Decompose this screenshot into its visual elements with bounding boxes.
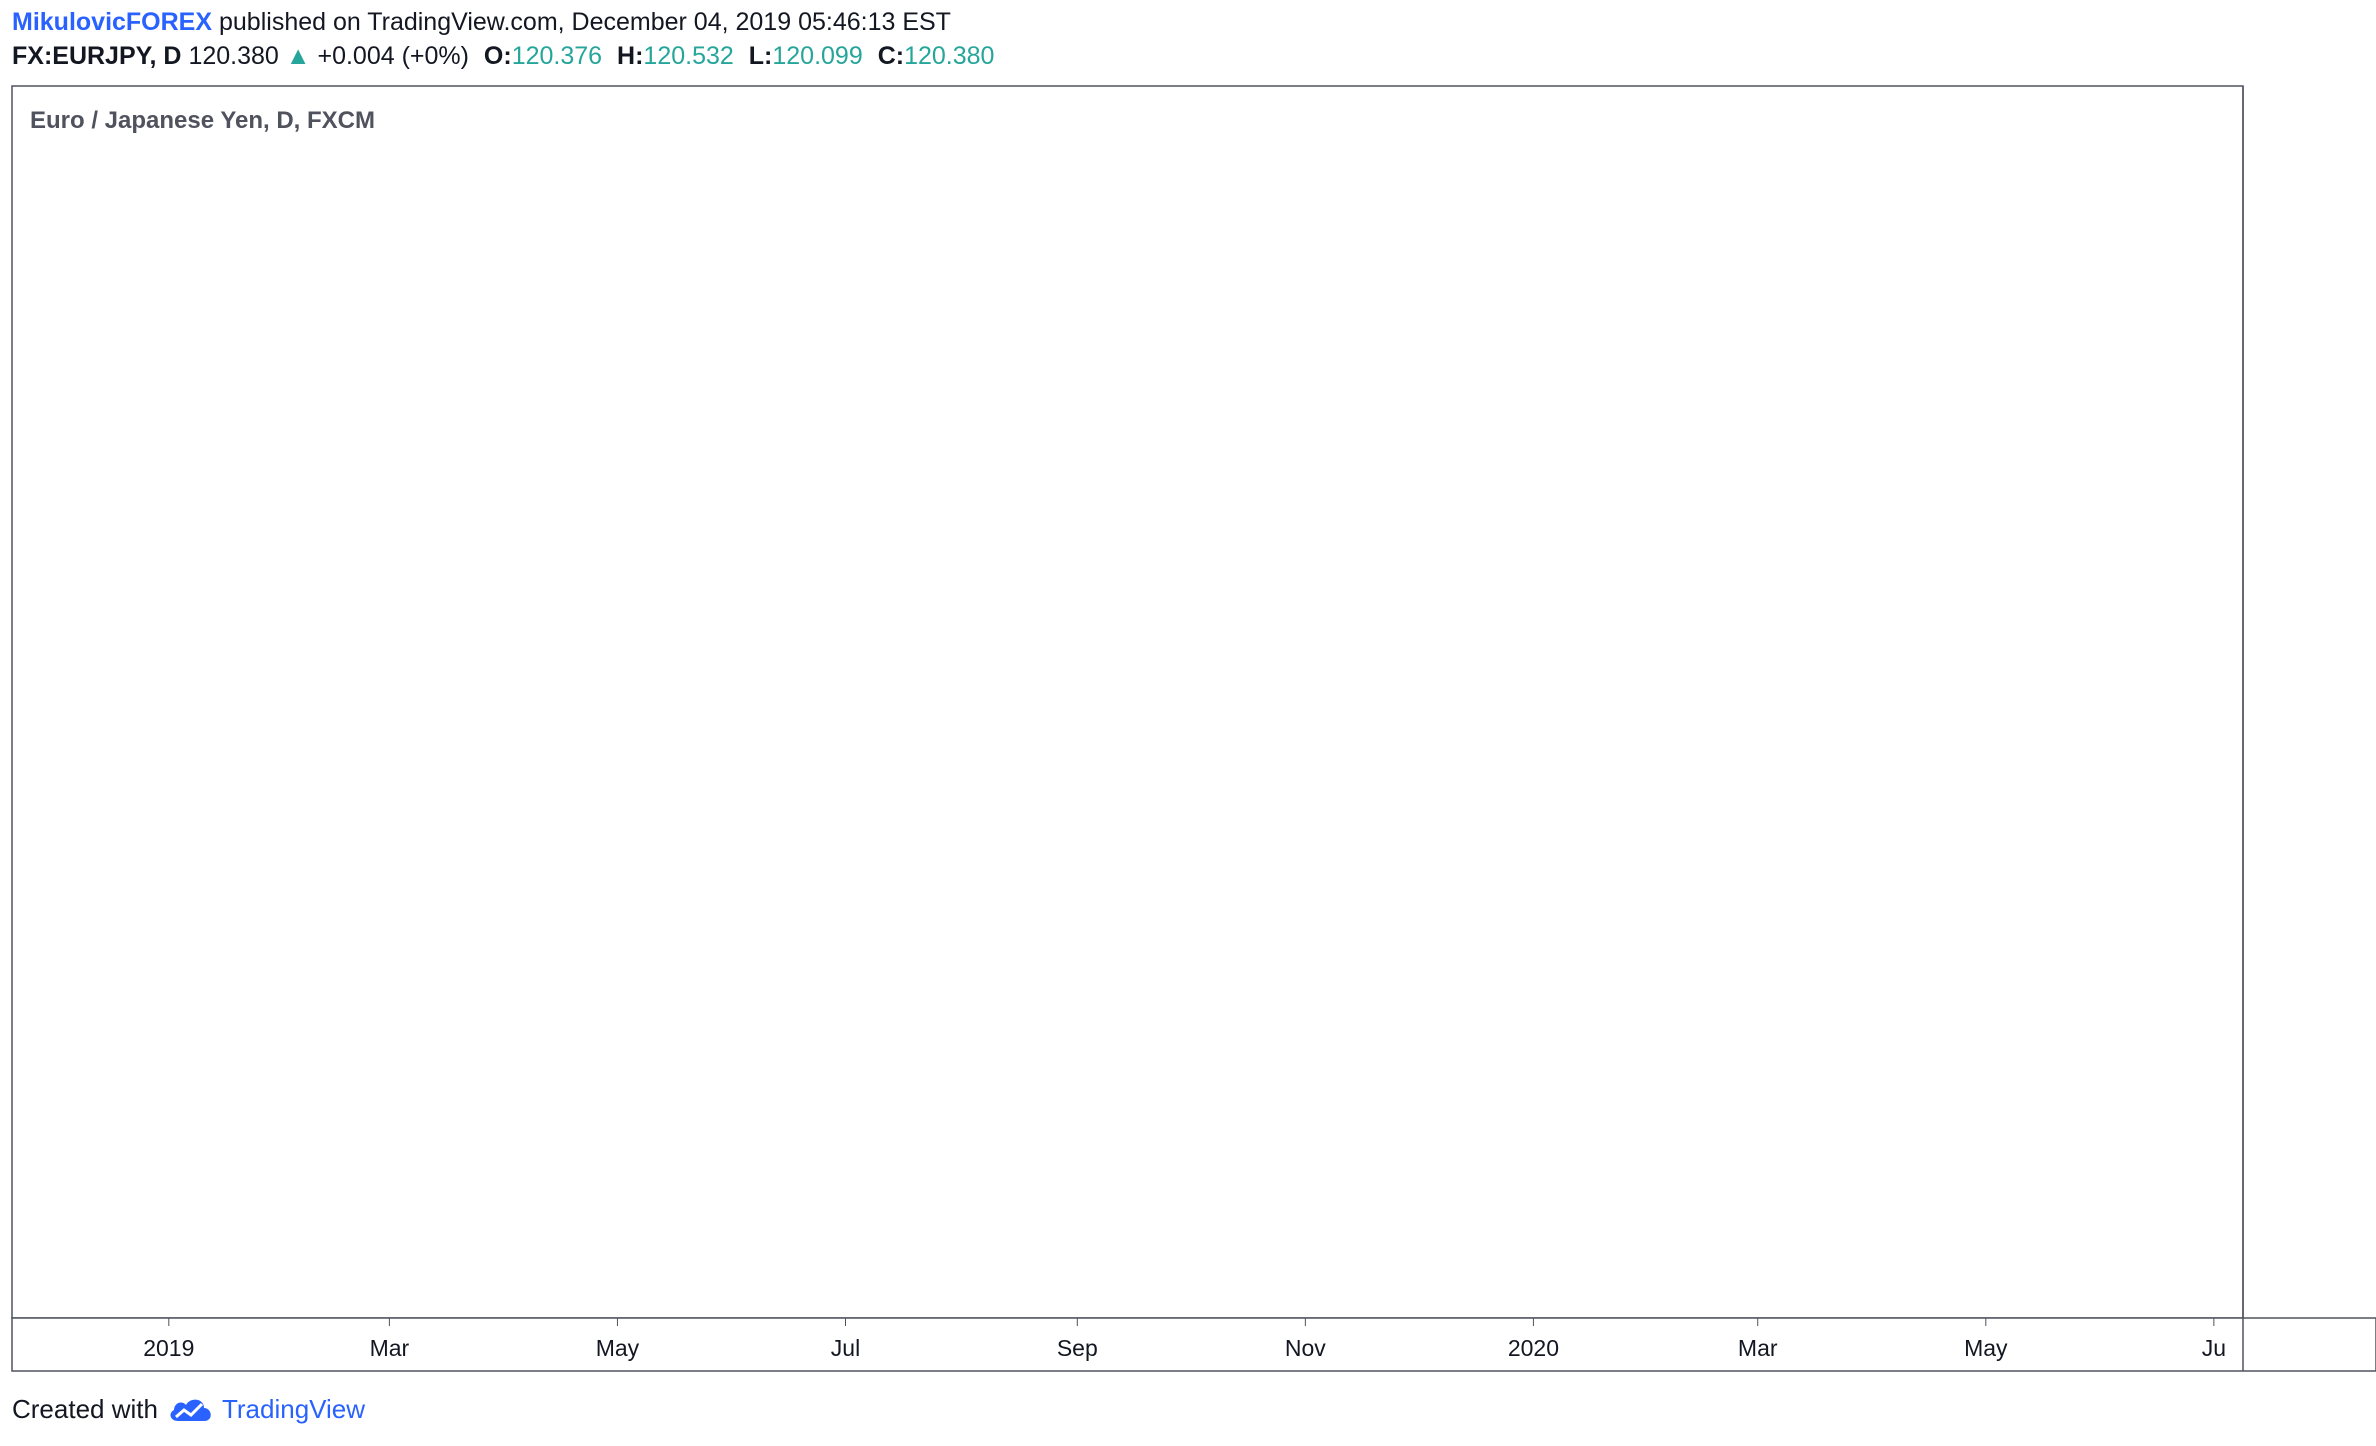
- low-value: 120.099: [772, 42, 863, 70]
- open-label: O:: [483, 42, 512, 70]
- tradingview-brand: TradingView: [221, 1394, 366, 1424]
- close-value: 120.380: [904, 42, 995, 70]
- created-with-text: Created with: [12, 1394, 158, 1424]
- time-tick-label: 2019: [143, 1335, 194, 1361]
- time-tick-label: May: [596, 1335, 640, 1361]
- close-label: C:: [877, 42, 905, 70]
- plot-area[interactable]: [11, 85, 2244, 1319]
- symbol-label: FX:EURJPY, D: [12, 42, 182, 70]
- tradingview-cloud-icon: [170, 1399, 211, 1421]
- last-price: 120.380: [188, 42, 279, 70]
- time-tick-label: Mar: [1738, 1335, 1778, 1361]
- chart-header-line1: MikulovicFOREX published on TradingView.…: [12, 8, 951, 37]
- time-axis[interactable]: [11, 1317, 2376, 1372]
- price-chart[interactable]: Euro / Japanese Yen, D, FXCM130.000129.0…: [0, 0, 2376, 1380]
- tradingview-link[interactable]: TradingView: [166, 1394, 365, 1425]
- footer: Created with TradingView: [12, 1394, 365, 1425]
- time-tick-label: 2020: [1508, 1335, 1559, 1361]
- time-tick-label: Nov: [1285, 1335, 1326, 1361]
- high-value: 120.532: [643, 42, 734, 70]
- time-tick-label: May: [1964, 1335, 2008, 1361]
- published-text: published on TradingView.com, December 0…: [219, 8, 951, 36]
- price-change: +0.004 (+0%): [317, 42, 469, 70]
- open-value: 120.376: [511, 42, 603, 70]
- time-tick-label: Mar: [370, 1335, 410, 1361]
- high-label: H:: [617, 42, 644, 70]
- chart-header-line2: FX:EURJPY, D 120.380 ▲ +0.004 (+0%) O:12…: [12, 42, 994, 71]
- up-arrow-icon: ▲: [285, 42, 311, 70]
- low-label: L:: [748, 42, 773, 70]
- time-tick-label: Jul: [831, 1335, 860, 1361]
- author-name[interactable]: MikulovicFOREX: [12, 8, 213, 36]
- time-tick-label: Ju: [2202, 1335, 2226, 1361]
- chart-title: Euro / Japanese Yen, D, FXCM: [30, 107, 375, 134]
- time-tick-label: Sep: [1057, 1335, 1098, 1361]
